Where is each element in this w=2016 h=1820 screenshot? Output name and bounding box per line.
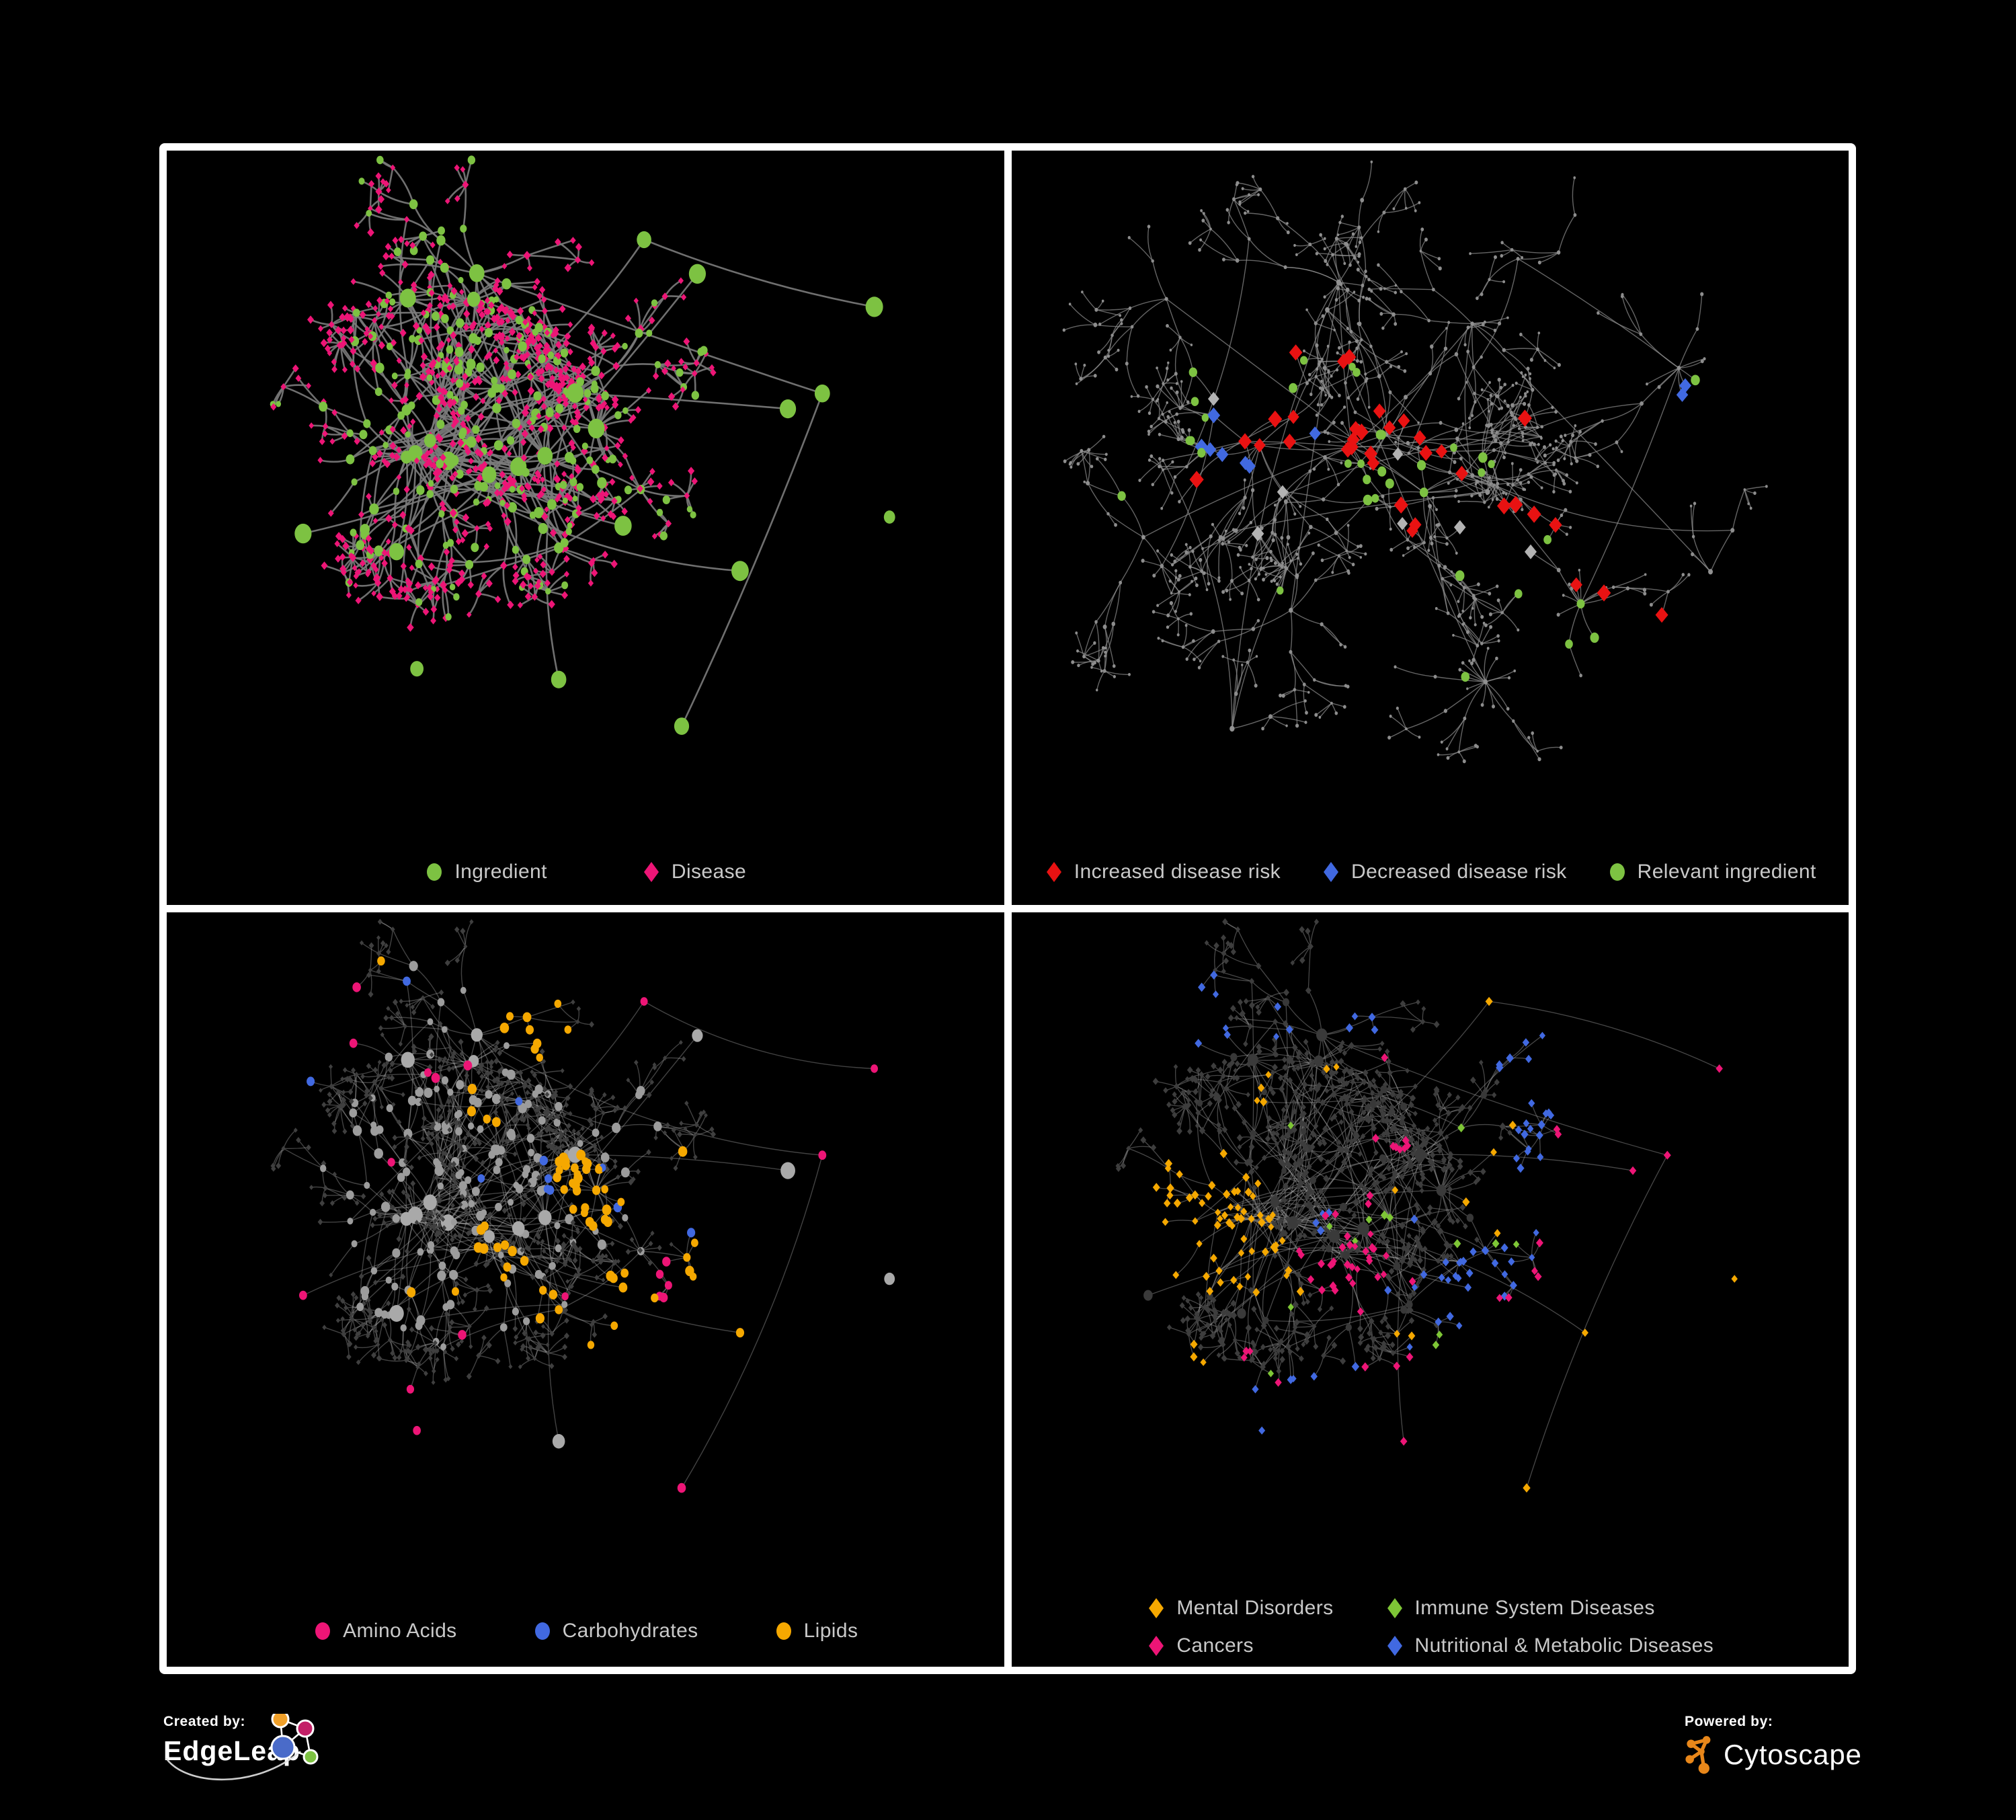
legend-label: Relevant ingredient <box>1637 861 1816 883</box>
legend-label: Disease <box>671 861 747 883</box>
circle-marker-icon <box>534 1622 550 1640</box>
legend-item-decreased-disease-risk: Decreased disease risk <box>1321 861 1567 883</box>
legend-item-nutritional-metabolic-diseases: Nutritional & Metabolic Diseases <box>1385 1634 1714 1657</box>
legend-item-lipids: Lipids <box>774 1620 858 1643</box>
legend-label: Lipids <box>803 1620 858 1642</box>
legend-label: Immune System Diseases <box>1414 1597 1655 1619</box>
panel-ingredient-disease: Ingredient Disease <box>167 151 1004 905</box>
network-disease-category <box>1115 918 1738 1493</box>
circle-marker-icon <box>1609 863 1625 881</box>
edgeleap-wordmark: EdgeLeap <box>163 1735 300 1766</box>
circle-marker-icon <box>427 863 442 881</box>
legend-item-immune-system-diseases: Immune System Diseases <box>1385 1597 1714 1620</box>
legend-item-carbohydrates: Carbohydrates <box>532 1620 698 1643</box>
legend-disease-category: Mental Disorders Immune System Diseases Ca… <box>1012 1597 1849 1657</box>
legend-item-relevant-ingredient: Relevant ingredient <box>1607 861 1816 883</box>
diamond-marker-icon <box>643 862 659 882</box>
legend-label: Ingredient <box>454 861 547 883</box>
created-by-label: Created by: <box>163 1714 246 1729</box>
network-disease-risk <box>1062 160 1768 764</box>
legend-label: Increased disease risk <box>1074 861 1281 883</box>
network-ingredient-class <box>270 918 895 1493</box>
legend-disease-risk: Increased disease risk Decreased disease … <box>1012 861 1849 883</box>
cytoscape-logo-icon <box>1685 1736 1711 1774</box>
created-by-branding: Created by: EdgeLeap <box>163 1714 479 1819</box>
diamond-marker-icon <box>1324 862 1339 882</box>
diamond-marker-icon <box>1387 1598 1402 1618</box>
legend-label: Nutritional & Metabolic Diseases <box>1414 1634 1714 1657</box>
legend-item-ingredient: Ingredient <box>424 861 547 883</box>
legend-label: Carbohydrates <box>562 1620 698 1642</box>
powered-by-branding: Powered by: Cytoscape <box>1685 1714 1906 1794</box>
legend-label: Cancers <box>1176 1634 1254 1657</box>
panel-disease-category: Mental Disorders Immune System Diseases Ca… <box>1011 912 1849 1667</box>
legend-item-increased-disease-risk: Increased disease risk <box>1044 861 1281 883</box>
circle-marker-icon <box>776 1622 791 1640</box>
legend-ingredient-class: Amino Acids Carbohydrates Lipids <box>167 1620 1004 1643</box>
diamond-marker-icon <box>1149 1598 1164 1618</box>
panel-ingredient-class: Amino Acids Carbohydrates Lipids <box>167 912 1004 1667</box>
legend-label: Amino Acids <box>343 1620 457 1642</box>
circle-marker-icon <box>315 1622 331 1640</box>
network-ingredient-disease <box>270 155 895 735</box>
diamond-marker-icon <box>1046 862 1061 882</box>
legend-item-cancers: Cancers <box>1146 1634 1333 1657</box>
diamond-marker-icon <box>1149 1636 1164 1656</box>
legend-ingredient-disease: Ingredient Disease <box>167 861 1004 883</box>
diamond-marker-icon <box>1387 1636 1402 1656</box>
legend-item-mental-disorders: Mental Disorders <box>1146 1597 1333 1620</box>
legend-item-disease: Disease <box>641 861 746 883</box>
legend-label: Mental Disorders <box>1176 1597 1334 1619</box>
panel-disease-risk: Increased disease risk Decreased disease … <box>1011 151 1849 905</box>
panels-frame: Ingredient Disease Increased disease risk… <box>159 143 1856 1674</box>
legend-item-amino-acids: Amino Acids <box>313 1620 456 1643</box>
powered-by-label: Powered by: <box>1685 1714 1773 1729</box>
cytoscape-wordmark: Cytoscape <box>1724 1739 1862 1770</box>
legend-label: Decreased disease risk <box>1351 861 1567 883</box>
